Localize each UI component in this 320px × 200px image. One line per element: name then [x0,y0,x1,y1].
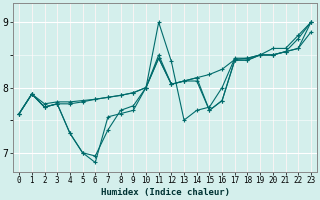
X-axis label: Humidex (Indice chaleur): Humidex (Indice chaleur) [100,188,229,197]
